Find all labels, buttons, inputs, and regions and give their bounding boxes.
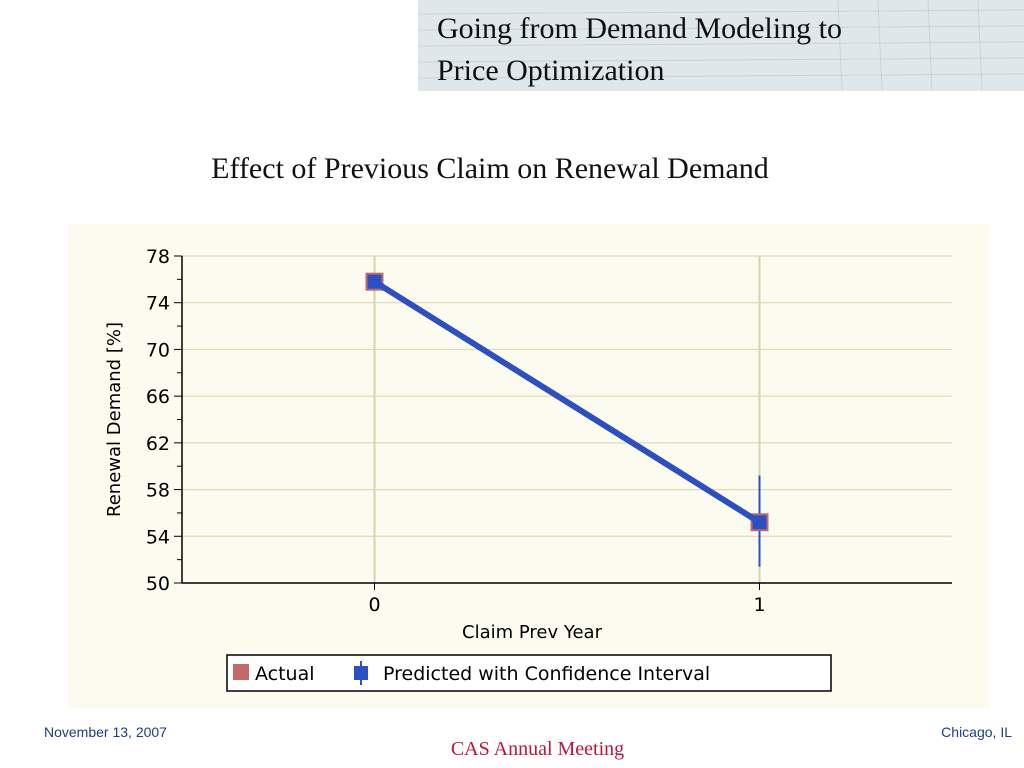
x-tick-label: 1: [753, 594, 765, 616]
y-tick-label: 58: [146, 480, 170, 502]
y-axis-label: Renewal Demand [%]: [104, 322, 125, 517]
legend-predicted-swatch: [354, 666, 368, 680]
legend-box: [226, 654, 832, 692]
y-tick-label: 50: [146, 573, 170, 595]
spreadsheet-background-icon: [418, 0, 1024, 91]
y-tick-label: 70: [146, 339, 170, 361]
legend-predicted-label: Predicted with Confidence Interval: [383, 663, 710, 685]
y-tick-label: 78: [146, 246, 170, 268]
legend-actual-swatch: [233, 664, 249, 680]
y-tick-label: 54: [146, 526, 170, 548]
y-tick-label: 74: [146, 293, 170, 315]
slide-title: Going from Demand Modeling to Price Opti…: [437, 8, 917, 92]
chart-panel: 50 54 58 62 66 70 74 78 0 1 Claim Prev Year Renewal…: [68, 224, 990, 708]
y-tick-label: 62: [146, 433, 170, 455]
predicted-series-line: [372, 279, 762, 525]
x-tick-label: 0: [368, 594, 380, 616]
chart-canvas: 50 54 58 62 66 70 74 78 0 1 Claim Prev Year Renewal…: [104, 246, 952, 692]
predicted-point-marker: [752, 515, 767, 530]
footer-location: Chicago, IL: [941, 724, 1012, 740]
predicted-point-marker: [367, 274, 382, 289]
header-background-image: [418, 0, 1024, 91]
x-axis-label: Claim Prev Year: [462, 622, 603, 643]
footer-meeting: CAS Annual Meeting: [450, 738, 625, 760]
footer-date: November 13, 2007: [44, 724, 167, 740]
legend-actual-label: Actual: [255, 663, 315, 685]
y-tick-label: 66: [146, 386, 170, 408]
slide-title-line-2: Price Optimization: [437, 54, 665, 87]
slide-title-line-1: Going from Demand Modeling to: [437, 12, 842, 45]
slide-subtitle: Effect of Previous Claim on Renewal Dema…: [211, 152, 769, 185]
